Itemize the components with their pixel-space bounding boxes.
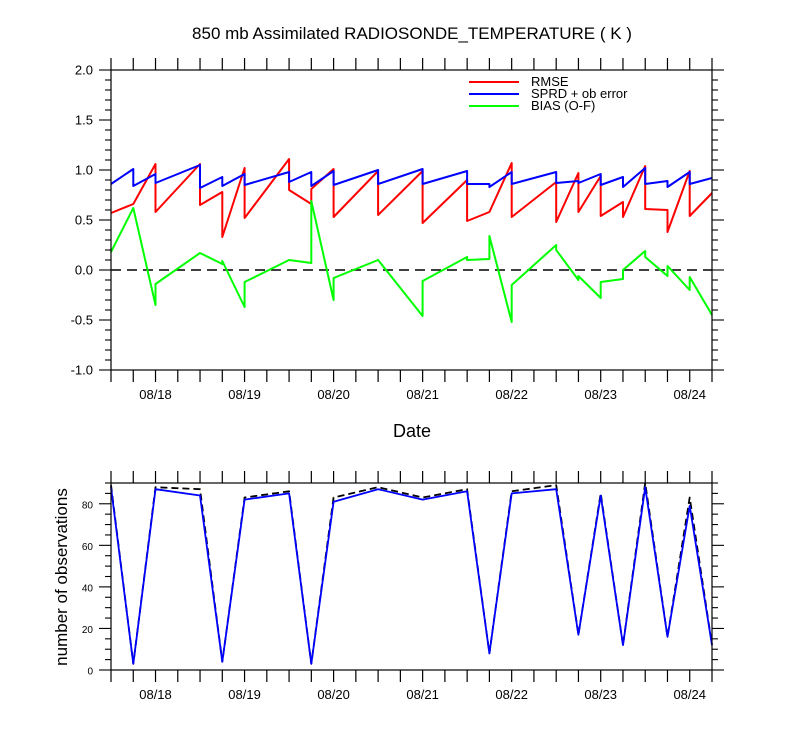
y-tick-label: 60	[82, 542, 94, 553]
x-tick-label: 08/19	[228, 387, 261, 402]
y-tick-label: 0.5	[75, 213, 93, 228]
bottom-axes: 08/18 08/19 08/20 08/21 08/22 08/23 08/24 0 20 40…	[82, 471, 724, 702]
x-tick-label: 08/22	[495, 687, 528, 702]
x-tick-label: 08/20	[317, 687, 350, 702]
series-line-bias	[110, 200, 713, 323]
x-tick-label: 08/23	[584, 687, 617, 702]
top-axes: 08/18 08/19 08/20 08/21 08/22 08/23 08/24 2.0 1.…	[71, 58, 724, 402]
series-line-rmse	[110, 158, 713, 238]
bottom-series-group	[110, 482, 713, 665]
x-tick-label: 08/24	[673, 387, 706, 402]
x-tick-label: 08/21	[406, 387, 439, 402]
x-tick-label: 08/24	[673, 687, 706, 702]
series-line-sprd	[110, 164, 713, 189]
x-tick-label: 08/20	[317, 387, 350, 402]
legend-label: SPRD + ob error	[531, 86, 628, 101]
y-tick-label: 1.5	[75, 113, 93, 128]
y-tick-label: 1.0	[75, 163, 93, 178]
y-tick-label: 0.0	[75, 263, 93, 278]
legend-label: BIAS (O-F)	[531, 98, 595, 113]
y-tick-label: 0	[87, 667, 93, 678]
x-tick-label: 08/23	[584, 387, 617, 402]
chart-title: 850 mb Assimilated RADIOSONDE_TEMPERATUR…	[192, 24, 632, 43]
y-tick-label: 2.0	[75, 63, 93, 78]
x-tick-label: 08/19	[228, 687, 261, 702]
x-tick-label: 08/18	[139, 687, 172, 702]
y-tick-label: 40	[82, 583, 94, 594]
y-tick-label: 80	[82, 500, 94, 511]
plot-frame	[110, 69, 713, 371]
y-axis-label: number of observations	[52, 488, 71, 666]
x-tick-label: 08/22	[495, 387, 528, 402]
series-line-assimilated	[110, 486, 713, 665]
y-tick-label: 20	[82, 625, 94, 636]
x-axis-label: Date	[393, 421, 431, 441]
x-tick-label: 08/21	[406, 687, 439, 702]
y-tick-label: -0.5	[71, 313, 93, 328]
x-tick-label: 08/18	[139, 387, 172, 402]
y-tick-label: -1.0	[71, 363, 93, 378]
top-series-group	[110, 158, 713, 323]
legend-label: RMSE	[531, 74, 569, 89]
